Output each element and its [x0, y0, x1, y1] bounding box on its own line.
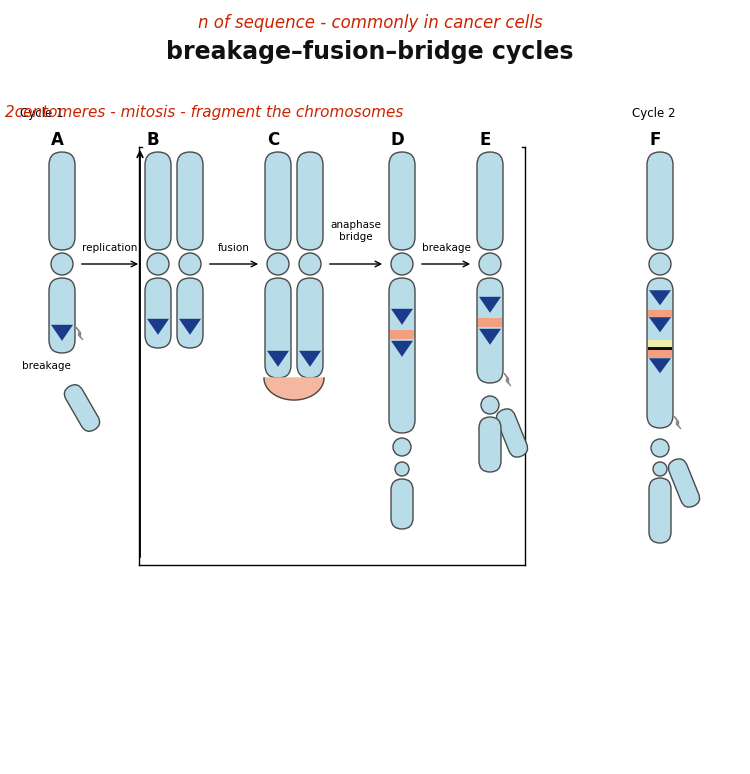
Circle shape [299, 253, 321, 275]
Polygon shape [649, 317, 671, 332]
Polygon shape [267, 351, 289, 367]
FancyBboxPatch shape [389, 152, 415, 250]
FancyBboxPatch shape [647, 152, 673, 250]
Bar [648, 347, 672, 350]
Polygon shape [504, 373, 511, 386]
FancyBboxPatch shape [389, 278, 415, 433]
Bar [648, 340, 672, 347]
Polygon shape [51, 325, 73, 341]
FancyBboxPatch shape [177, 152, 203, 250]
Text: anaphase
bridge: anaphase bridge [331, 221, 382, 242]
Polygon shape [299, 351, 321, 367]
Polygon shape [649, 290, 671, 305]
Text: C: C [267, 131, 279, 149]
FancyBboxPatch shape [265, 152, 291, 250]
Text: A: A [50, 131, 64, 149]
FancyBboxPatch shape [297, 278, 323, 378]
Polygon shape [391, 341, 413, 357]
Text: Cycle 1: Cycle 1 [20, 107, 64, 119]
Circle shape [51, 253, 73, 275]
FancyBboxPatch shape [479, 417, 501, 472]
FancyBboxPatch shape [49, 152, 75, 250]
Text: replication: replication [82, 243, 138, 253]
Circle shape [391, 253, 413, 275]
Circle shape [649, 253, 671, 275]
FancyBboxPatch shape [265, 278, 291, 378]
Polygon shape [391, 309, 413, 325]
Text: breakage–fusion–bridge cycles: breakage–fusion–bridge cycles [166, 40, 574, 64]
Polygon shape [147, 319, 169, 335]
Bar [390, 330, 414, 339]
Circle shape [653, 462, 667, 476]
Text: B: B [147, 131, 159, 149]
Text: fusion: fusion [218, 243, 250, 253]
FancyBboxPatch shape [477, 152, 503, 250]
Text: n of sequence - commonly in cancer cells: n of sequence - commonly in cancer cells [198, 14, 542, 32]
Polygon shape [649, 358, 671, 373]
Circle shape [147, 253, 169, 275]
Circle shape [179, 253, 201, 275]
Polygon shape [479, 296, 501, 313]
Text: breakage: breakage [422, 243, 470, 253]
Text: E: E [479, 131, 490, 149]
Polygon shape [264, 378, 324, 400]
Polygon shape [674, 416, 681, 429]
Polygon shape [179, 319, 201, 335]
FancyBboxPatch shape [177, 278, 203, 348]
FancyBboxPatch shape [496, 409, 528, 457]
FancyBboxPatch shape [49, 278, 75, 353]
Text: Cycle 2: Cycle 2 [632, 107, 676, 119]
Text: breakage: breakage [22, 361, 70, 371]
FancyBboxPatch shape [391, 479, 413, 529]
Text: D: D [390, 131, 404, 149]
Polygon shape [76, 327, 83, 340]
Circle shape [481, 396, 499, 414]
Text: 2centomeres - mitosis - fragment the chromosomes: 2centomeres - mitosis - fragment the chr… [5, 105, 404, 121]
FancyBboxPatch shape [297, 152, 323, 250]
Bar [648, 350, 672, 358]
Circle shape [267, 253, 289, 275]
Circle shape [651, 439, 669, 457]
Circle shape [479, 253, 501, 275]
FancyBboxPatch shape [477, 278, 503, 383]
FancyBboxPatch shape [145, 152, 171, 250]
FancyBboxPatch shape [145, 278, 171, 348]
FancyBboxPatch shape [647, 278, 673, 428]
Polygon shape [479, 329, 501, 344]
FancyBboxPatch shape [64, 385, 100, 431]
Circle shape [395, 462, 409, 476]
Circle shape [393, 438, 411, 456]
FancyBboxPatch shape [649, 478, 671, 543]
Bar [478, 318, 502, 327]
Text: F: F [650, 131, 661, 149]
Bar [648, 310, 672, 318]
FancyBboxPatch shape [668, 459, 700, 507]
